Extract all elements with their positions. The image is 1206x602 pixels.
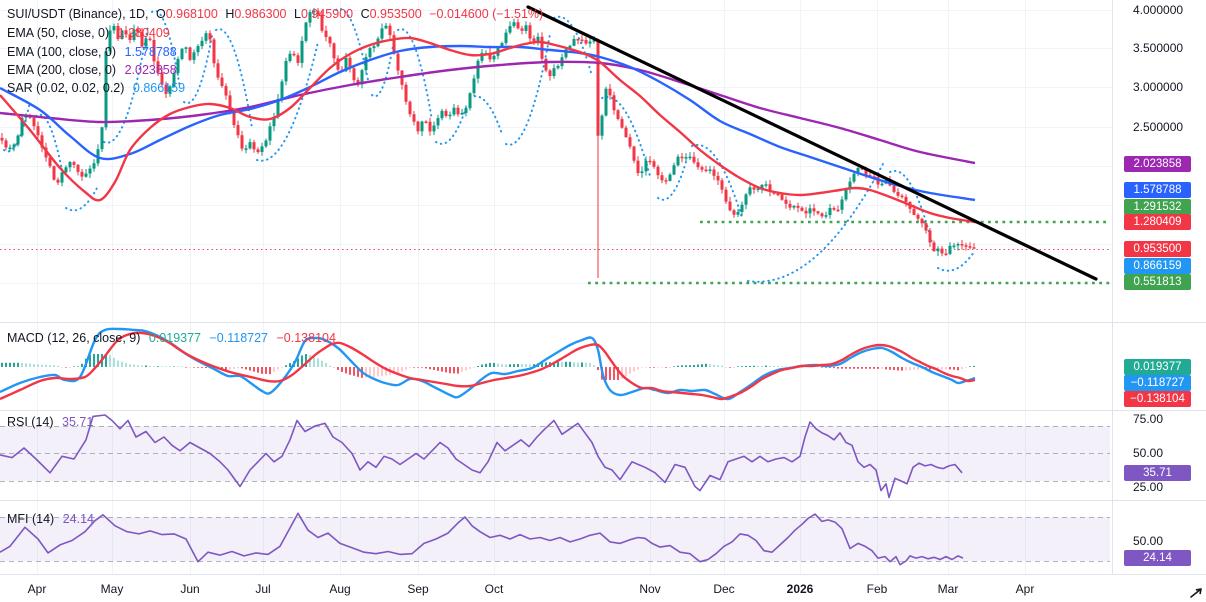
rsi-line: [0, 414, 963, 499]
rsi-line-group: [0, 414, 963, 499]
mfi-line-group: [0, 512, 964, 566]
macd-signal-line: [0, 331, 976, 401]
oscillator-bands: [0, 426, 1110, 562]
macd-lines: [0, 327, 976, 401]
panel-separators: [0, 0, 1206, 575]
descending-trendline[interactable]: [526, 5, 1098, 281]
ema-lines: [0, 36, 976, 224]
mfi-line: [0, 512, 964, 566]
scroll-to-recent-arrow-icon: [1190, 588, 1202, 598]
candlestick-series: [0, 7, 976, 278]
level-lines: [0, 220, 1110, 285]
ema50-line: [0, 36, 976, 224]
gridlines: [0, 0, 1112, 574]
ema200-line: [0, 60, 976, 165]
ema100-line: [0, 44, 976, 202]
